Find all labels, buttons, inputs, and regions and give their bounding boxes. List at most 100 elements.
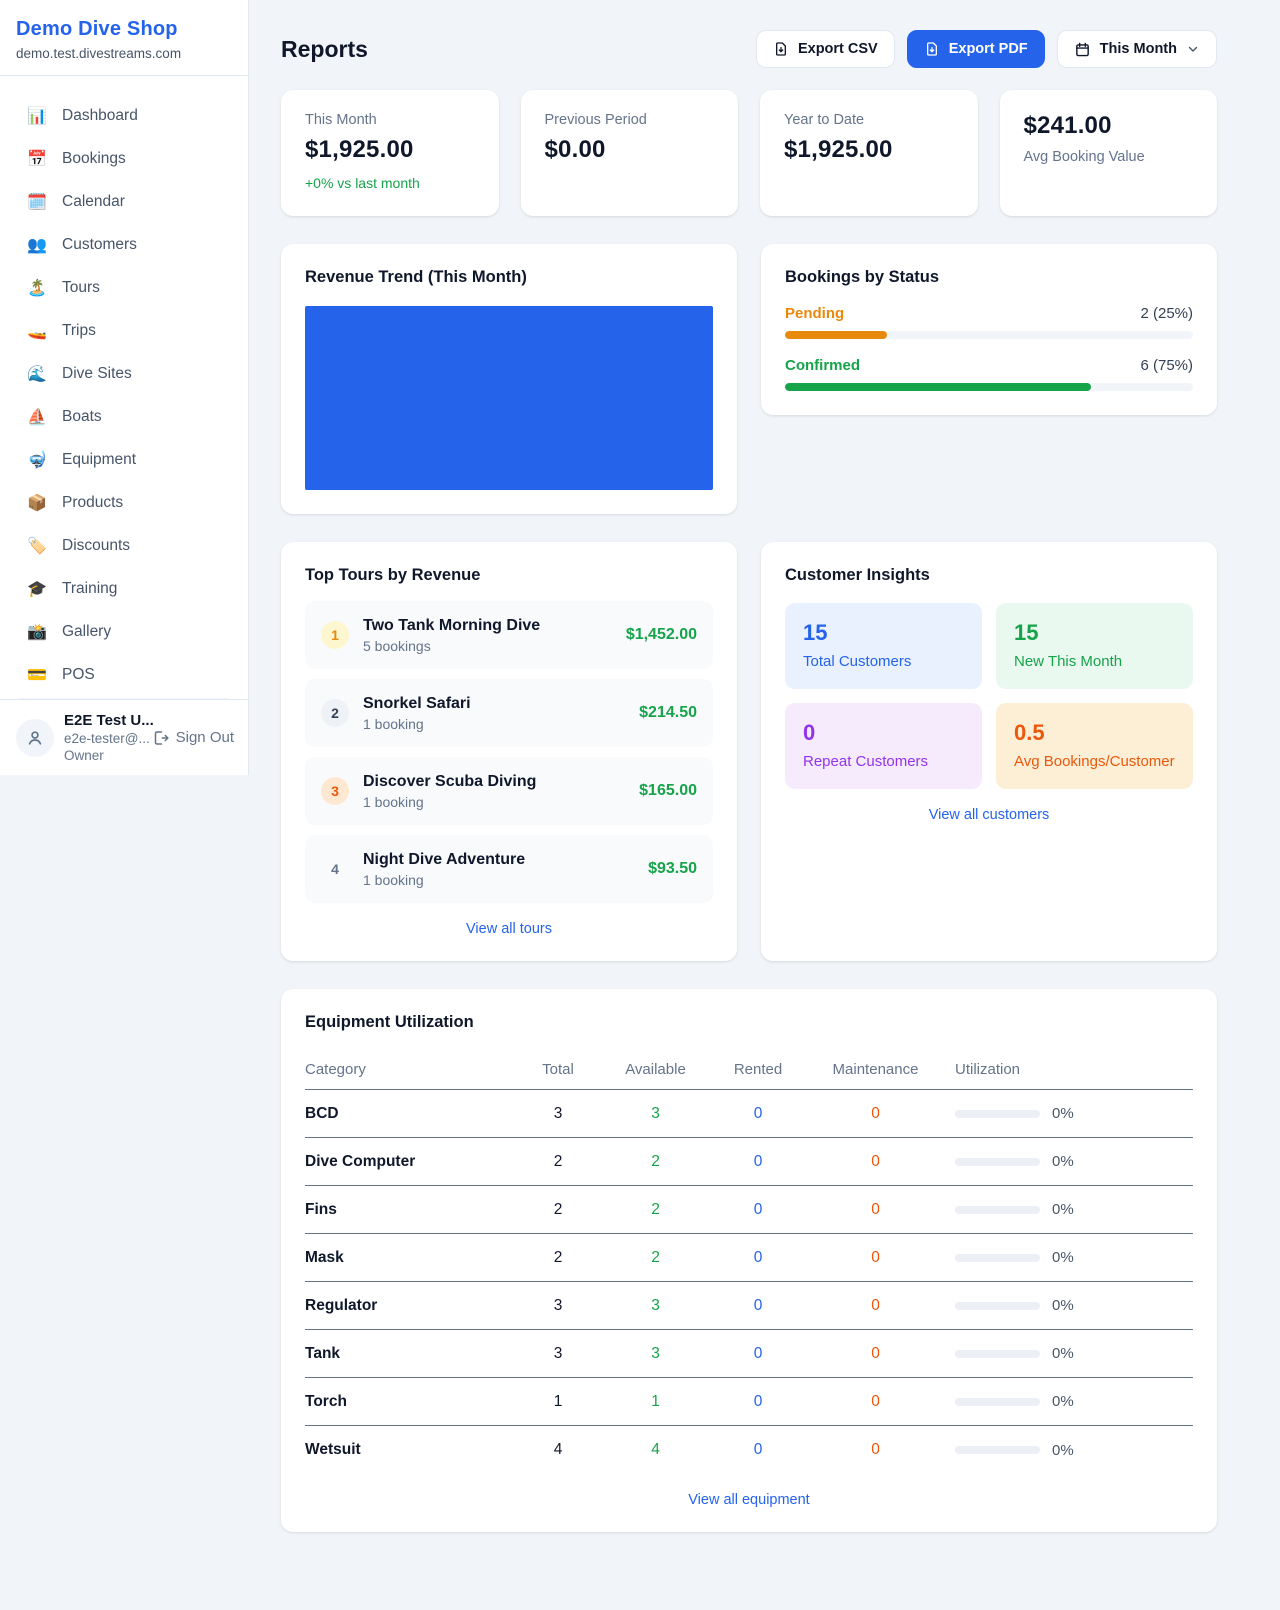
pos-creditcard-icon: 💳	[27, 666, 47, 684]
view-all-equipment-link[interactable]: View all equipment	[688, 1492, 810, 1508]
status-progressbar	[785, 383, 1193, 391]
sidebar-item-label: Dive Sites	[62, 364, 132, 382]
cell-total: 1	[553, 1392, 563, 1410]
user-email: e2e-tester@...	[64, 731, 150, 746]
tour-bookings: 1 booking	[363, 871, 424, 888]
sidebar-item-discounts[interactable]: 🏷️ Discounts	[12, 524, 236, 567]
sidebar-item-label: Bookings	[62, 149, 126, 167]
main-content: Reports Export CSV Export PDF	[249, 0, 1280, 1605]
cell-maintenance: 0	[871, 1392, 880, 1410]
top-tours-card: Top Tours by Revenue 1 Two Tank Morning …	[281, 542, 737, 961]
calendar-icon	[1075, 42, 1089, 56]
customers-people-icon: 👥	[27, 236, 47, 254]
insight-value: 0.5	[1014, 720, 1045, 745]
cell-rented: 0	[753, 1152, 763, 1170]
status-label: Pending	[785, 305, 845, 322]
cell-category: Tank	[305, 1344, 341, 1362]
user-section: E2E Test U... e2e-tester@... Owner Sign …	[0, 699, 248, 775]
status-value: 2 (25%)	[1140, 305, 1193, 322]
cell-utilization: 0%	[943, 1345, 1193, 1362]
person-icon	[28, 730, 42, 745]
stat-label: Year to Date	[784, 112, 865, 128]
cell-category: Mask	[305, 1248, 344, 1266]
cell-maintenance: 0	[871, 1200, 880, 1218]
view-all-tours-link[interactable]: View all tours	[466, 921, 552, 937]
sidebar-item-dashboard[interactable]: 📊 Dashboard	[12, 94, 236, 137]
tour-list-item: 3 Discover Scuba Diving 1 booking $165.0…	[305, 757, 713, 825]
insight-tile-total-customers: 15 Total Customers	[785, 603, 982, 689]
export-pdf-button[interactable]: Export PDF	[906, 30, 1045, 68]
sidebar-item-label: Trips	[62, 321, 96, 339]
sidebar-item-label: POS	[62, 665, 95, 683]
table-row: Regulator 3 3 0 0 0%	[305, 1282, 1193, 1330]
dive-sites-wave-icon: 🌊	[27, 365, 47, 383]
utilization-bar	[955, 1446, 1040, 1454]
boats-sailboat-icon: ⛵	[27, 408, 47, 426]
cell-utilization: 0%	[943, 1297, 1193, 1314]
sidebar-item-training[interactable]: 🎓 Training	[12, 567, 236, 610]
revenue-trend-title: Revenue Trend (This Month)	[305, 268, 527, 286]
status-progress-fill	[785, 383, 1091, 391]
insights-row: Top Tours by Revenue 1 Two Tank Morning …	[281, 542, 1217, 961]
utilization-pct: 0%	[1052, 1393, 1074, 1410]
file-export-icon	[926, 42, 937, 56]
cell-utilization: 0%	[943, 1393, 1193, 1410]
sidebar-item-tours[interactable]: 🏝️ Tours	[12, 266, 236, 309]
equipment-table: Category Total Available Rented Maintena…	[305, 1050, 1193, 1474]
stat-value: $1,925.00	[305, 136, 414, 163]
stat-label: This Month	[305, 112, 377, 128]
training-gradcap-icon: 🎓	[27, 580, 47, 598]
cell-total: 3	[553, 1104, 563, 1122]
view-all-customers-link[interactable]: View all customers	[928, 807, 1050, 823]
charts-row: Revenue Trend (This Month) Bookings by S…	[281, 244, 1217, 514]
period-label: This Month	[1099, 41, 1177, 57]
trips-speedboat-icon: 🚤	[27, 322, 47, 340]
rank-badge: 2	[321, 699, 349, 727]
cell-maintenance: 0	[871, 1441, 880, 1458]
sidebar-item-boats[interactable]: ⛵ Boats	[12, 395, 236, 438]
sidebar-item-reports-partial[interactable]	[12, 698, 236, 699]
tour-bookings: 1 booking	[363, 715, 424, 732]
sidebar-item-equipment[interactable]: 🤿 Equipment	[12, 438, 236, 481]
col-header-available: Available	[625, 1061, 686, 1078]
sidebar-item-products[interactable]: 📦 Products	[12, 481, 236, 524]
col-header-category: Category	[305, 1061, 366, 1078]
utilization-pct: 0%	[1052, 1105, 1074, 1122]
equipment-utilization-card: Equipment Utilization Category Total Ava…	[281, 989, 1217, 1532]
tour-revenue: $214.50	[639, 704, 697, 721]
top-tours-title: Top Tours by Revenue	[305, 566, 481, 584]
tour-name: Two Tank Morning Dive	[363, 616, 541, 634]
sidebar-item-gallery[interactable]: 📸 Gallery	[12, 610, 236, 653]
status-value: 6 (75%)	[1140, 357, 1193, 374]
insight-label: New This Month	[1014, 653, 1123, 670]
dashboard-chart-icon: 📊	[27, 107, 47, 125]
insight-label: Total Customers	[803, 653, 912, 670]
tour-name: Snorkel Safari	[363, 694, 471, 712]
utilization-bar	[955, 1109, 1040, 1118]
export-csv-button[interactable]: Export CSV	[755, 30, 895, 68]
sign-out-button[interactable]: Sign Out	[151, 729, 234, 747]
page-title: Reports	[281, 35, 368, 62]
period-select[interactable]: This Month	[1056, 30, 1217, 68]
sidebar-item-pos[interactable]: 💳 POS	[12, 653, 236, 696]
table-row: Tank 3 3 0 0 0%	[305, 1330, 1193, 1378]
tour-name: Night Dive Adventure	[363, 850, 526, 868]
rank-badge: 3	[321, 777, 349, 805]
utilization-pct: 0%	[1052, 1441, 1074, 1459]
status-progressbar	[785, 331, 1193, 339]
bookings-calendar-icon: 📅	[27, 150, 47, 168]
stat-value: $0.00	[544, 136, 606, 163]
utilization-pct: 0%	[1052, 1297, 1074, 1314]
sidebar-item-trips[interactable]: 🚤 Trips	[12, 309, 236, 352]
sidebar-item-customers[interactable]: 👥 Customers	[12, 223, 236, 266]
page-header: Reports Export CSV Export PDF	[281, 30, 1217, 68]
utilization-bar	[955, 1157, 1040, 1166]
cell-category: Regulator	[305, 1296, 378, 1314]
sidebar-item-bookings[interactable]: 📅 Bookings	[12, 137, 236, 180]
cell-rented: 0	[753, 1248, 763, 1266]
table-row: Wetsuit 4 4 0 0 0%	[305, 1426, 1193, 1474]
sidebar-item-dive-sites[interactable]: 🌊 Dive Sites	[12, 352, 236, 395]
col-header-rented: Rented	[733, 1061, 783, 1078]
cell-category: Wetsuit	[305, 1441, 361, 1458]
sidebar-item-calendar[interactable]: 🗓️ Calendar	[12, 180, 236, 223]
